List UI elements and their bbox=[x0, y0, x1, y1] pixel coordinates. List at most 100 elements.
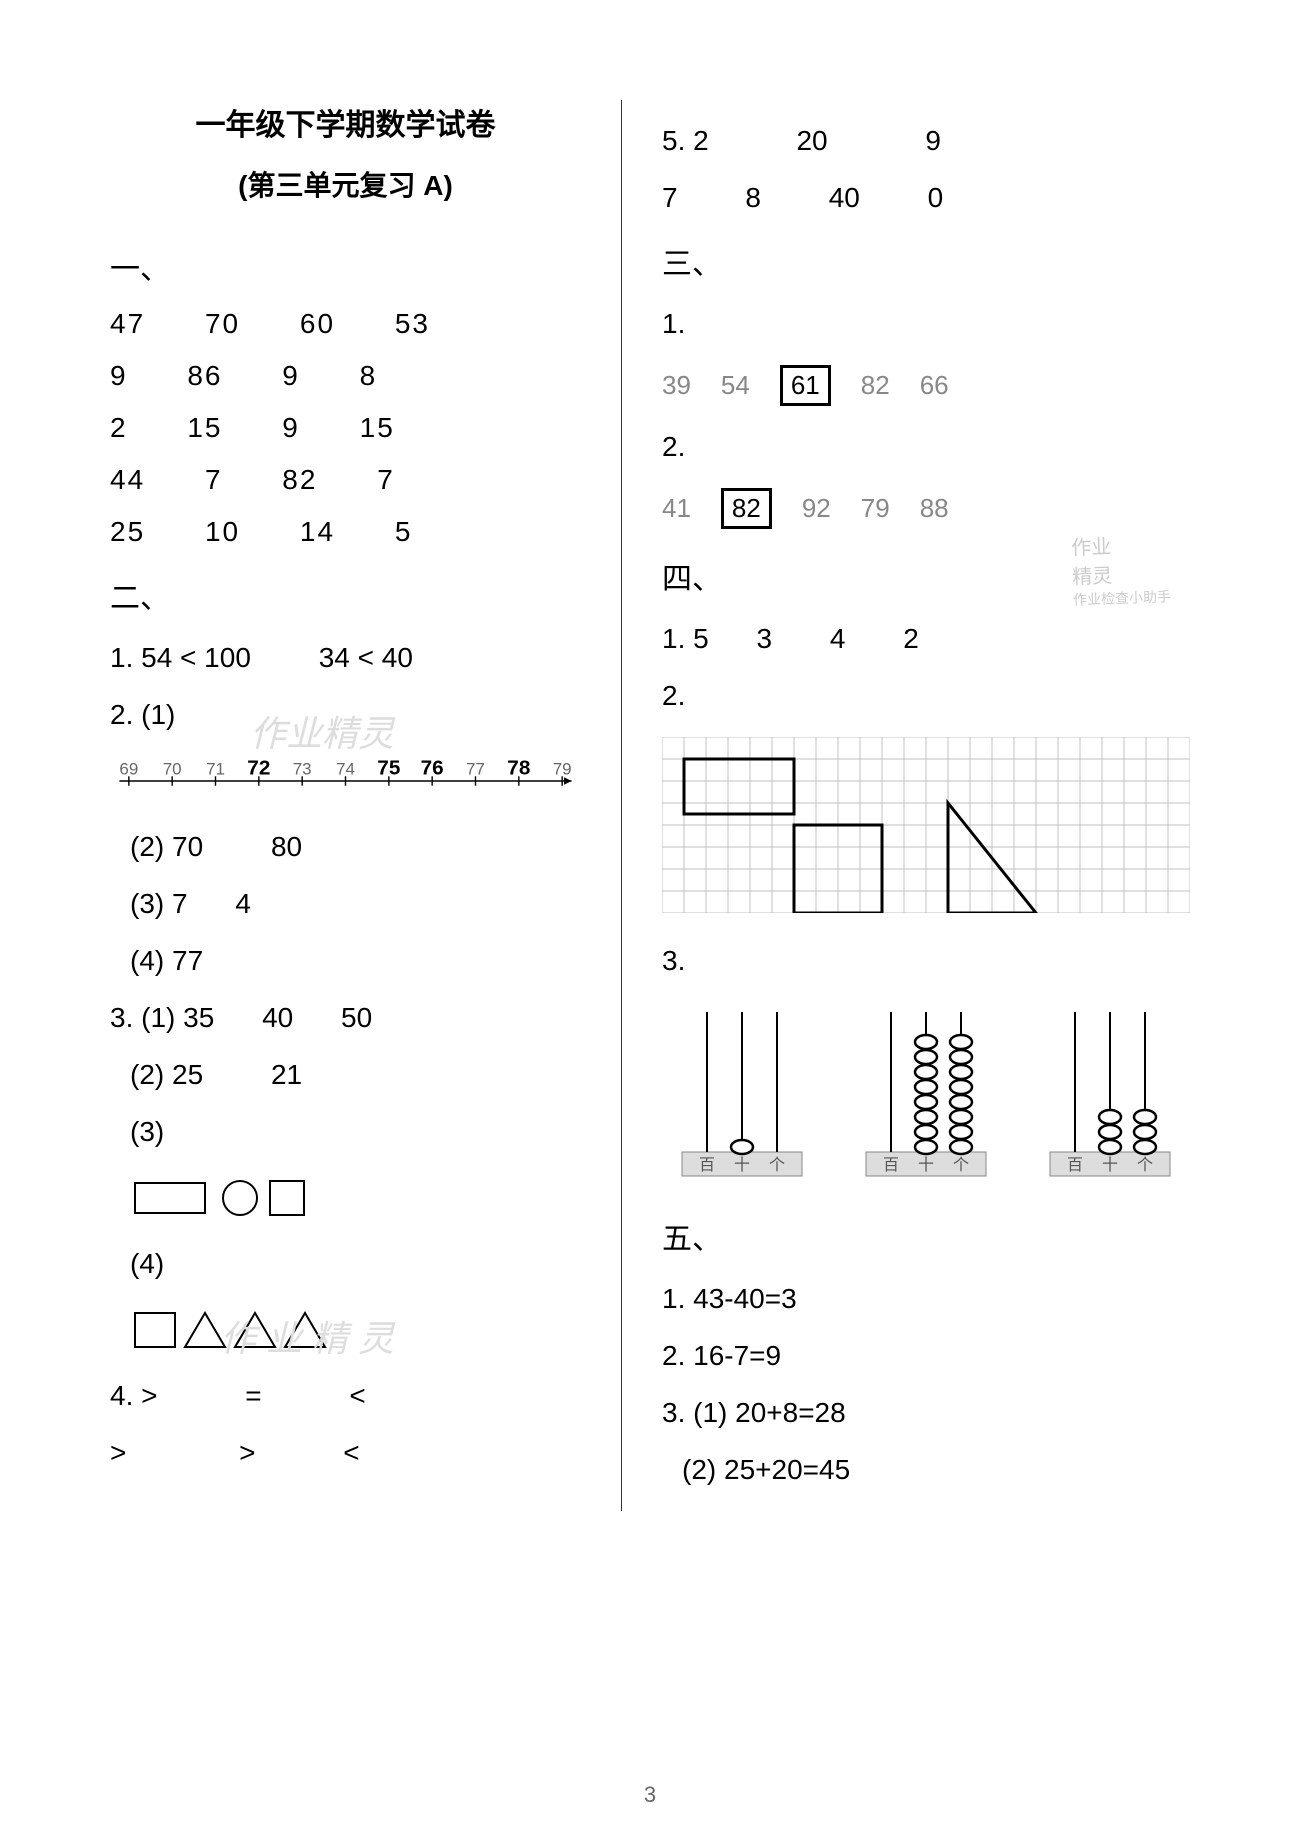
cell: 82 bbox=[282, 464, 317, 496]
s2-q2-3: (3) 7 4 bbox=[130, 888, 581, 920]
svg-text:76: 76 bbox=[421, 756, 444, 779]
right-column: 5. 2 20 9 7 8 40 0 三、 1. 3954618266 2. 4… bbox=[622, 100, 1220, 1511]
boxed-cell: 88 bbox=[920, 493, 949, 524]
svg-text:个: 个 bbox=[769, 1156, 785, 1174]
grid-svg bbox=[662, 737, 1190, 913]
boxed-cell: 82 bbox=[861, 370, 890, 401]
boxed-cell: 61 bbox=[780, 365, 831, 406]
shapes-2-svg bbox=[130, 1305, 380, 1355]
shapes-row-2 bbox=[130, 1305, 581, 1355]
text: 4 bbox=[830, 623, 846, 654]
s2-q4: 4. > = < bbox=[110, 1380, 581, 1412]
text: 2 bbox=[903, 623, 919, 654]
text: 8 bbox=[745, 182, 761, 214]
cell: 8 bbox=[360, 360, 378, 392]
stamp-line-0: 作业 bbox=[1071, 528, 1170, 560]
section-1-label: 一、 bbox=[110, 244, 581, 288]
text: < bbox=[343, 1437, 359, 1468]
svg-text:百: 百 bbox=[883, 1157, 899, 1174]
cell: 5 bbox=[395, 516, 413, 548]
s2-q5: 5. 2 20 9 bbox=[662, 125, 1190, 157]
s2-q5-2: 7 8 40 0 bbox=[662, 182, 1190, 214]
s4-q2: 2. bbox=[662, 680, 1190, 712]
cell: 15 bbox=[187, 412, 222, 444]
svg-text:71: 71 bbox=[206, 759, 225, 778]
svg-text:73: 73 bbox=[293, 759, 312, 778]
text: < bbox=[349, 1380, 365, 1411]
s1-row-0: 47 70 60 53 bbox=[110, 308, 581, 340]
cell: 7 bbox=[377, 464, 395, 496]
svg-text:个: 个 bbox=[953, 1156, 969, 1174]
svg-text:75: 75 bbox=[377, 756, 400, 779]
text: (3) 7 bbox=[130, 888, 188, 919]
text: = bbox=[245, 1380, 261, 1411]
svg-text:十: 十 bbox=[918, 1156, 934, 1174]
boxed-cell: 54 bbox=[721, 370, 750, 401]
text: > bbox=[239, 1437, 255, 1468]
s3-q1-nums: 3954618266 bbox=[662, 365, 1190, 406]
text: 0 bbox=[928, 182, 944, 214]
number-line-svg: 6970717273747576777879 bbox=[110, 756, 581, 806]
s4-q1: 1. 5 3 4 2 bbox=[662, 623, 1190, 655]
cell: 70 bbox=[205, 308, 240, 340]
text: 9 bbox=[925, 125, 941, 156]
svg-text:72: 72 bbox=[247, 756, 270, 779]
text: 1. 54 < 100 bbox=[110, 642, 251, 673]
boxed-cell: 39 bbox=[662, 370, 691, 401]
cell: 53 bbox=[395, 308, 430, 340]
s2-q3-4: (4) bbox=[130, 1248, 581, 1280]
s2-q4-2: > > < bbox=[110, 1437, 581, 1469]
cell: 9 bbox=[282, 412, 300, 444]
svg-text:百: 百 bbox=[699, 1157, 715, 1174]
s1-row-4: 25 10 14 5 bbox=[110, 516, 581, 548]
s2-q1: 1. 54 < 100 34 < 40 bbox=[110, 642, 581, 674]
s2-q2-4: (4) 77 bbox=[130, 945, 581, 977]
text: 4 bbox=[235, 888, 251, 919]
svg-text:个: 个 bbox=[1137, 1156, 1153, 1174]
svg-text:79: 79 bbox=[553, 759, 572, 778]
text: (2) 25 bbox=[130, 1059, 203, 1090]
main-title: 一年级下学期数学试卷 bbox=[110, 100, 581, 144]
svg-text:十: 十 bbox=[734, 1156, 750, 1174]
s1-row-3: 44 7 82 7 bbox=[110, 464, 581, 496]
cell: 14 bbox=[300, 516, 335, 548]
abacus: 百十个 bbox=[1040, 1002, 1180, 1189]
text: 50 bbox=[341, 1002, 372, 1033]
page-number: 3 bbox=[644, 1782, 656, 1808]
watermark-stamp: 作业 精灵 作业检查小助手 bbox=[1071, 528, 1172, 609]
stamp-line-1: 精灵 bbox=[1072, 557, 1171, 589]
text: 5. 2 bbox=[662, 125, 709, 156]
cell: 9 bbox=[110, 360, 128, 392]
cell: 9 bbox=[282, 360, 300, 392]
text: 20 bbox=[796, 125, 827, 156]
s5-q1: 1. 43-40=3 bbox=[662, 1283, 1190, 1315]
svg-text:百: 百 bbox=[1067, 1157, 1083, 1174]
text: 1. 5 bbox=[662, 623, 709, 654]
abacus: 百十个 bbox=[672, 1002, 812, 1189]
boxed-cell: 82 bbox=[721, 488, 772, 529]
cell: 60 bbox=[300, 308, 335, 340]
s5-q2: 2. 16-7=9 bbox=[662, 1340, 1190, 1372]
s2-q3-3: (3) bbox=[130, 1116, 581, 1148]
svg-text:十: 十 bbox=[1102, 1156, 1118, 1174]
svg-text:69: 69 bbox=[119, 759, 138, 778]
cell: 15 bbox=[360, 412, 395, 444]
text: 21 bbox=[271, 1059, 302, 1090]
text: (2) 70 bbox=[130, 831, 203, 862]
section-2-label: 二、 bbox=[110, 573, 581, 617]
s5-q3: 3. (1) 20+8=28 bbox=[662, 1397, 1190, 1429]
cell: 44 bbox=[110, 464, 145, 496]
boxed-cell: 41 bbox=[662, 493, 691, 524]
shapes-row-1 bbox=[130, 1173, 581, 1223]
cell: 25 bbox=[110, 516, 145, 548]
s3-q2-nums: 4182927988 bbox=[662, 488, 1190, 529]
section-3-label: 三、 bbox=[662, 239, 1190, 283]
text: 3 bbox=[756, 623, 772, 654]
abacus: 百十个 bbox=[856, 1002, 996, 1189]
page-container: 一年级下学期数学试卷 (第三单元复习 A) 一、 47 70 60 53 9 8… bbox=[0, 0, 1300, 1551]
section-5-label: 五、 bbox=[662, 1214, 1190, 1258]
boxed-cell: 92 bbox=[802, 493, 831, 524]
text: 3. (1) 35 bbox=[110, 1002, 214, 1033]
s2-q2-2: (2) 70 80 bbox=[130, 831, 581, 863]
s2-q2: 2. (1) bbox=[110, 699, 581, 731]
